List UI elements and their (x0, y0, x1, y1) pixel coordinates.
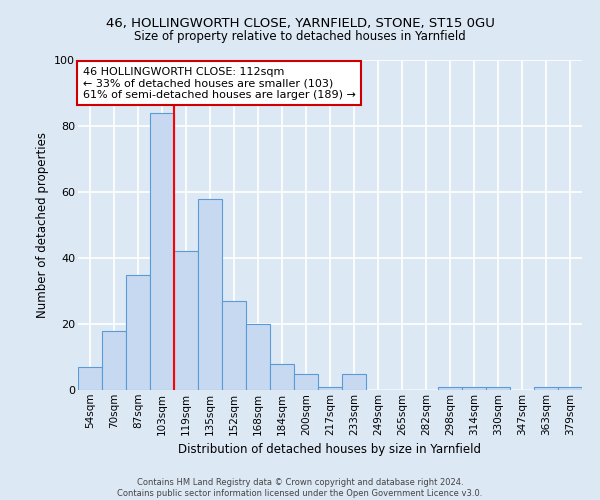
Bar (150, 113, 174, 390)
X-axis label: Distribution of detached houses by size in Yarnfield: Distribution of detached houses by size … (179, 443, 482, 456)
Y-axis label: Number of detached properties: Number of detached properties (35, 132, 49, 318)
Bar (342, 374, 366, 390)
Bar (78, 367, 102, 390)
Bar (486, 386, 510, 390)
Bar (246, 324, 270, 390)
Text: Contains HM Land Registry data © Crown copyright and database right 2024.
Contai: Contains HM Land Registry data © Crown c… (118, 478, 482, 498)
Text: 46 HOLLINGWORTH CLOSE: 112sqm
← 33% of detached houses are smaller (103)
61% of : 46 HOLLINGWORTH CLOSE: 112sqm ← 33% of d… (83, 66, 356, 100)
Bar (174, 252, 198, 390)
Bar (534, 386, 558, 390)
Bar (318, 386, 342, 390)
Bar (438, 386, 462, 390)
Text: Size of property relative to detached houses in Yarnfield: Size of property relative to detached ho… (134, 30, 466, 43)
Bar (294, 374, 318, 390)
Bar (126, 274, 150, 390)
Bar (462, 386, 486, 390)
Bar (102, 330, 126, 390)
Bar (558, 386, 582, 390)
Bar (270, 364, 294, 390)
Text: 46, HOLLINGWORTH CLOSE, YARNFIELD, STONE, ST15 0GU: 46, HOLLINGWORTH CLOSE, YARNFIELD, STONE… (106, 18, 494, 30)
Bar (198, 198, 222, 390)
Bar (222, 301, 246, 390)
